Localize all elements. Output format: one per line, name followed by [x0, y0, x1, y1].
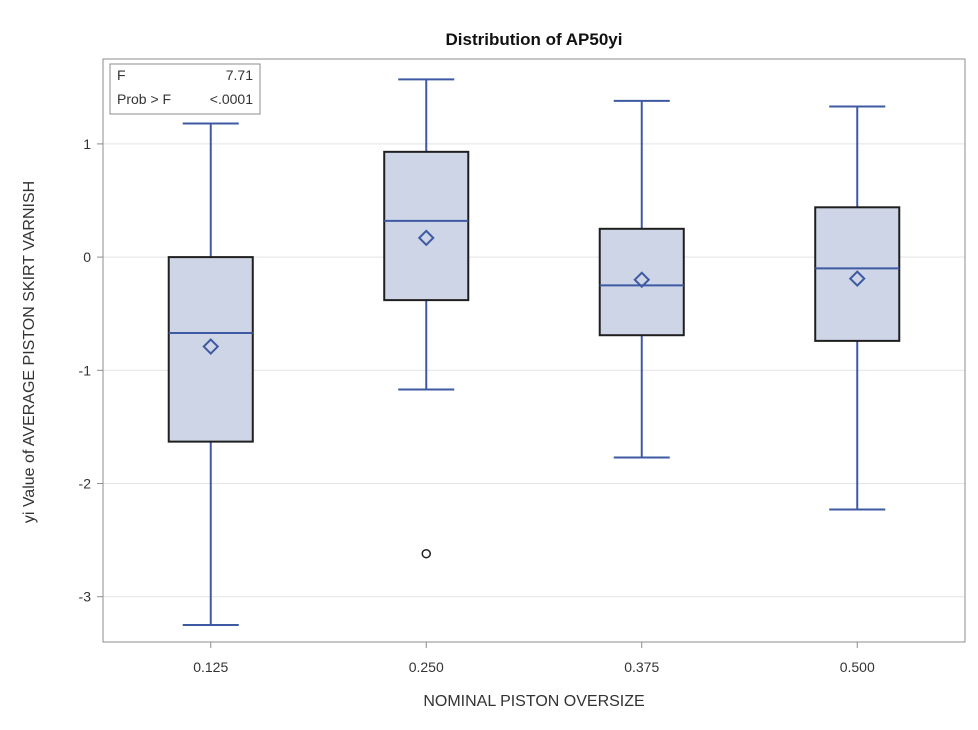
box-group-0-500 — [814, 105, 901, 511]
stat-f-label: F — [117, 67, 126, 83]
y-tick-label: 1 — [83, 136, 91, 152]
x-tick-label: 0.250 — [409, 659, 444, 675]
x-axis-label: NOMINAL PISTON OVERSIZE — [423, 693, 644, 710]
outlier-point — [421, 548, 431, 559]
iqr-box — [814, 206, 901, 342]
plot-marks — [167, 78, 901, 627]
x-tick-label: 0.375 — [624, 659, 659, 675]
stat-prob-label: Prob > F — [117, 91, 171, 107]
chart-title: Distribution of AP50yi — [446, 30, 623, 49]
stat-f-value: 7.71 — [226, 67, 253, 83]
iqr-box — [598, 227, 685, 337]
box-group-0-125 — [167, 122, 254, 627]
y-tick-label: -1 — [79, 362, 92, 378]
mean-marker — [848, 270, 866, 288]
box-group-0-375 — [598, 99, 685, 459]
mean-marker — [633, 271, 651, 289]
mean-marker — [417, 229, 435, 247]
y-axis-label: yi Value of AVERAGE PISTON SKIRT VARNISH — [21, 181, 38, 523]
mean-marker — [202, 338, 220, 355]
y-tick-label: 0 — [83, 249, 91, 265]
y-tick-label: -2 — [79, 476, 92, 492]
iqr-box — [383, 150, 470, 302]
plot-frame — [102, 58, 966, 643]
stat-prob-value: <.0001 — [210, 91, 253, 107]
x-tick-label: 0.500 — [840, 659, 875, 675]
stats-box: F 7.71 Prob > F <.0001 — [109, 63, 261, 115]
y-tick-label: -3 — [79, 589, 92, 605]
axes: 1 0 -1 -2 -3 0.125 0.250 0.375 0.500 — [79, 136, 875, 675]
iqr-box — [167, 256, 254, 443]
box-group-0-250 — [383, 78, 470, 559]
x-tick-label: 0.125 — [193, 659, 228, 675]
stats-box-frame — [109, 63, 261, 115]
